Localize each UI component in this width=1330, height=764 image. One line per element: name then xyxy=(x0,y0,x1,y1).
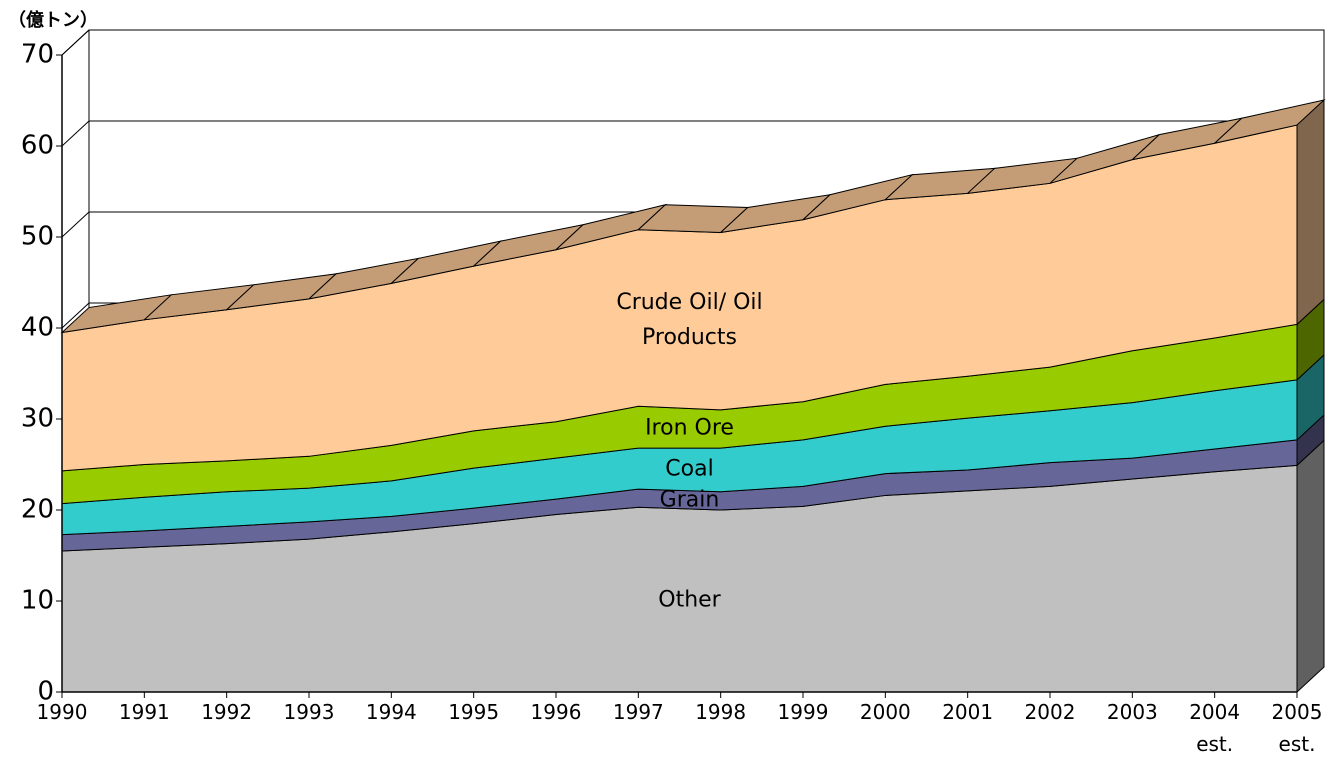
x-tick-label: 2001 xyxy=(942,700,994,724)
y-axis-title: （億トン） xyxy=(8,10,98,31)
series-label: Grain xyxy=(659,486,720,512)
y-tick-label: 40 xyxy=(21,313,54,343)
y-tick-label: 10 xyxy=(21,586,54,616)
y-tick-label: 30 xyxy=(21,404,54,434)
x-tick-label: 1995 xyxy=(448,700,500,724)
x-tick-label: 1992 xyxy=(201,700,253,724)
y-tick-label: 0 xyxy=(37,677,54,707)
y-tick-label: 70 xyxy=(21,40,54,70)
series-label: Coal xyxy=(665,456,714,482)
side-face xyxy=(1296,439,1325,694)
side-face xyxy=(1296,98,1325,326)
series-label: Crude Oil/ Oil Products xyxy=(616,289,763,350)
x-tick-label: 2002 xyxy=(1024,700,1076,724)
x-tick-label: 1990 xyxy=(36,700,88,724)
x-tick-label: 1997 xyxy=(612,700,664,724)
y-tick-label: 20 xyxy=(21,495,54,525)
x-tick-label: 1999 xyxy=(777,700,829,724)
y-tick-label: 50 xyxy=(21,222,54,252)
series-label: Other xyxy=(658,587,721,613)
grid-line xyxy=(61,29,1324,56)
y-tick-label: 60 xyxy=(21,131,54,161)
x-tick-label: 2000 xyxy=(859,700,911,724)
x-tick-label: 1994 xyxy=(365,700,417,724)
series-label: Iron Ore xyxy=(645,415,734,441)
x-tick-label: 1991 xyxy=(118,700,170,724)
grid-line xyxy=(61,120,1324,147)
x-tick-label: 1996 xyxy=(530,700,582,724)
x-tick-label: 1998 xyxy=(695,700,747,724)
x-tick-label: 2004 est. xyxy=(1189,700,1241,756)
x-tick-label: 1993 xyxy=(283,700,335,724)
x-tick-label: 2005 est. xyxy=(1271,700,1323,756)
x-tick-label: 2003 xyxy=(1106,700,1158,724)
